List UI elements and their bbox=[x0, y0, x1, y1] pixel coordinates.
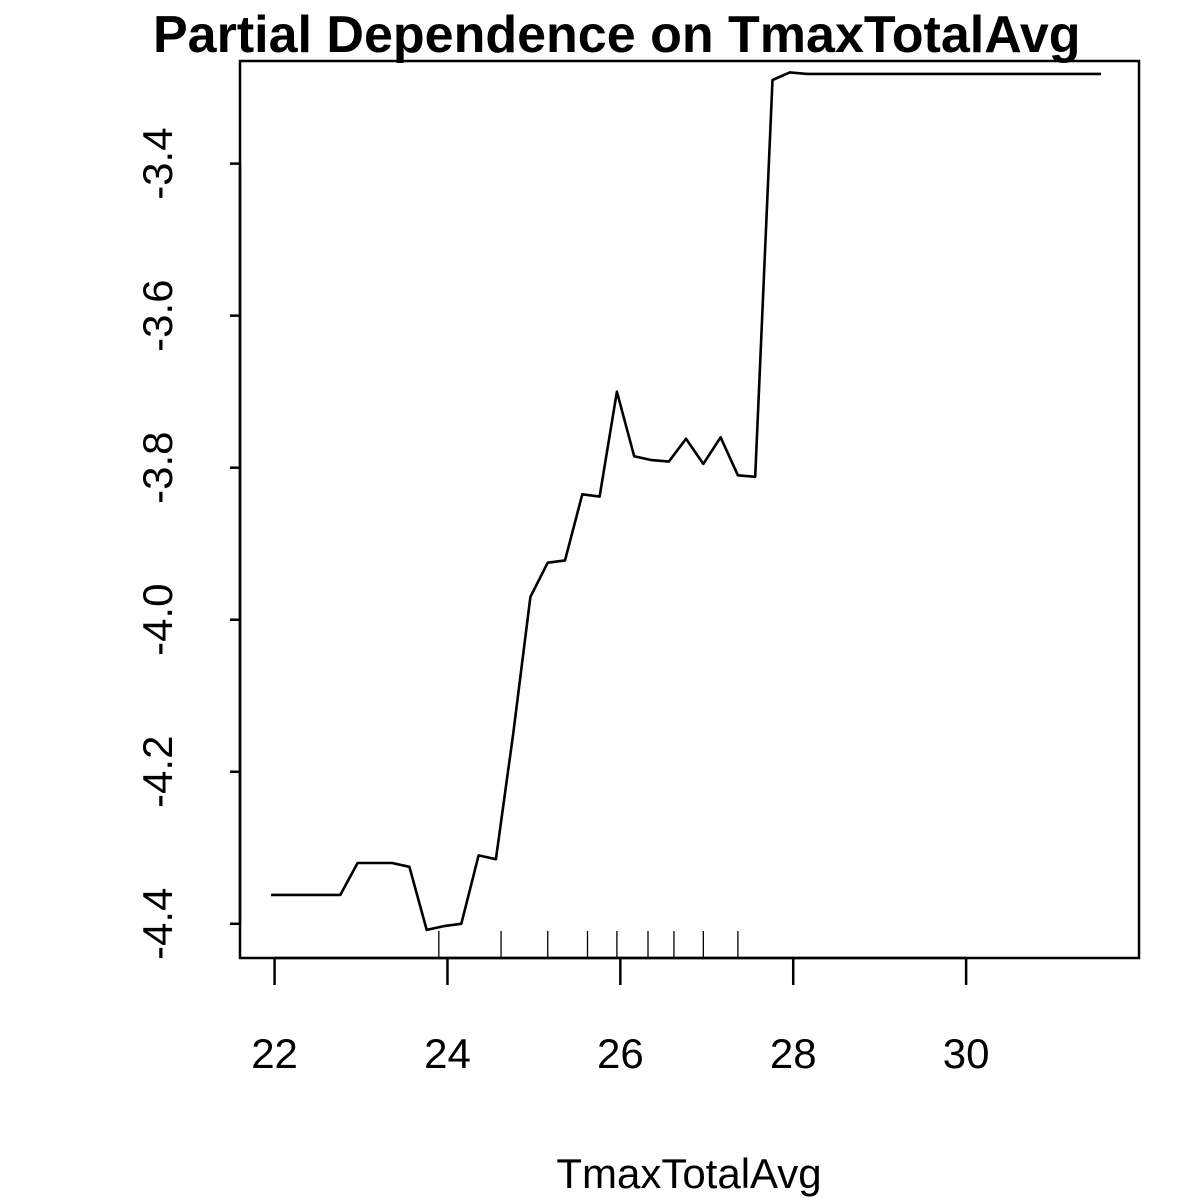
y-tick-label: -3.6 bbox=[134, 279, 181, 351]
y-tick-label: -3.4 bbox=[134, 127, 181, 199]
x-tick-label: 22 bbox=[251, 1030, 298, 1077]
x-tick-label: 28 bbox=[770, 1030, 817, 1077]
x-tick-label: 26 bbox=[597, 1030, 644, 1077]
chart-title: Partial Dependence on TmaxTotalAvg bbox=[153, 6, 1081, 64]
x-tick-label: 24 bbox=[424, 1030, 471, 1077]
rug-marks bbox=[438, 931, 739, 958]
x-tick-label: 30 bbox=[943, 1030, 990, 1077]
y-axis: -4.4 -4.2 -4.0 -3.8 -3.6 -3.4 bbox=[134, 127, 242, 960]
y-tick-label: -4.0 bbox=[134, 584, 181, 656]
x-axis-label: TmaxTotalAvg bbox=[556, 1150, 821, 1197]
x-axis: 22 24 26 28 30 bbox=[251, 956, 990, 1077]
y-tick-label: -4.2 bbox=[134, 736, 181, 808]
y-tick-label: -4.4 bbox=[134, 888, 181, 960]
series-line bbox=[271, 71, 1101, 932]
y-tick-label: -3.8 bbox=[134, 432, 181, 504]
